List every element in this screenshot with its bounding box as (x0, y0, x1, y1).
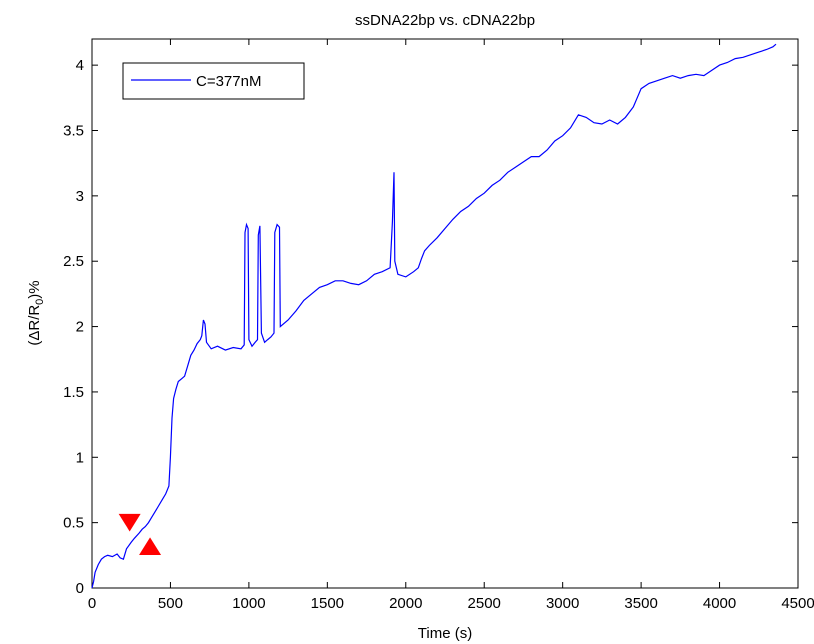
y-tick-label: 3 (76, 188, 84, 205)
x-tick-label: 0 (88, 595, 96, 612)
y-axis-title-prefix: (ΔR/R (26, 305, 43, 346)
y-tick-label: 3.5 (63, 123, 84, 140)
marker-triangle-down (118, 513, 141, 532)
series-layer (91, 43, 777, 589)
x-tick-label: 1500 (311, 595, 344, 612)
legend-box (122, 62, 305, 100)
y-axis-title-subscript: 0 (34, 299, 46, 305)
legend-label: C=377nM (196, 73, 261, 90)
y-tick-label: 0 (76, 580, 84, 597)
series-line (91, 43, 777, 589)
y-tick-label: 2.5 (63, 253, 84, 270)
y-tick-label: 0.5 (63, 515, 84, 532)
y-axis-title-suffix: )% (26, 280, 43, 298)
x-axis-title: Time (s) (418, 625, 472, 642)
y-axis: 0 0.5 1 1.5 2 2.5 3 3.5 4 (63, 57, 798, 597)
marker-triangle-up (139, 537, 162, 555)
y-axis-title: (ΔR/R0)% (26, 280, 46, 345)
marker-layer (118, 513, 162, 555)
legend: C=377nM (122, 62, 305, 100)
y-tick-label: 1.5 (63, 384, 84, 401)
plot-area (91, 38, 799, 589)
x-tick-label: 4000 (703, 595, 736, 612)
y-tick-label: 1 (76, 449, 84, 466)
y-tick-label: 2 (76, 319, 84, 336)
x-tick-label: 2500 (468, 595, 501, 612)
x-axis: 0 500 1000 1500 2000 2500 3000 3500 4000 4500 (88, 39, 814, 612)
y-tick-label: 4 (76, 57, 84, 74)
x-tick-label: 500 (158, 595, 183, 612)
x-tick-label: 4500 (781, 595, 814, 612)
chart-title: ssDNA22bp vs. cDNA22bp (355, 12, 535, 29)
x-tick-label: 3000 (546, 595, 579, 612)
x-tick-label: 2000 (389, 595, 422, 612)
x-tick-label: 1000 (232, 595, 265, 612)
x-tick-label: 3500 (624, 595, 657, 612)
